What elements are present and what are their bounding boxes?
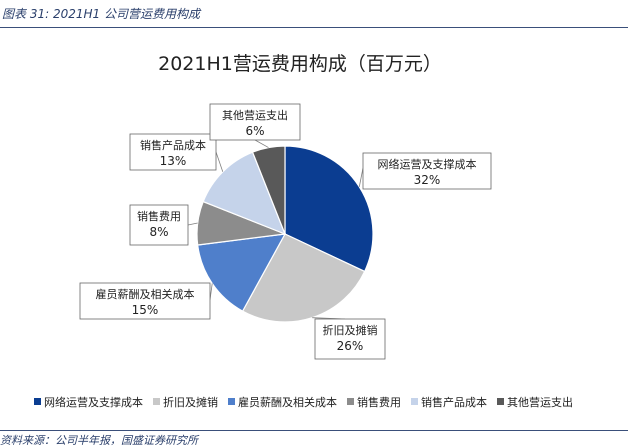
data-label-value-1: 32% — [414, 173, 441, 187]
data-label-value-3: 15% — [132, 303, 159, 317]
data-label-name-1: 网络运营及支撑成本 — [378, 157, 477, 171]
leader-line-5 — [215, 151, 224, 172]
data-label-name-4: 销售费用 — [137, 209, 181, 223]
legend-swatch-2 — [153, 398, 160, 405]
leader-line-6 — [254, 139, 269, 148]
data-label-box-2 — [314, 318, 386, 360]
chart-title: 2021H1营运费用构成（百万元） — [158, 53, 442, 75]
data-label-box-1 — [362, 152, 492, 190]
legend-label-6: 其他营运支出 — [507, 395, 573, 409]
pie-slice-1 — [284, 145, 374, 273]
data-label-value-6: 6% — [245, 124, 264, 138]
data-label-box-4 — [129, 204, 189, 246]
legend: 网络运营及支撑成本 折旧及摊销 雇员薪酬及相关成本 销售费用 销售产品成本 其他营运支出 — [34, 395, 573, 409]
legend-label-3: 雇员薪酬及相关成本 — [238, 395, 337, 409]
data-label-name-3: 雇员薪酬及相关成本 — [96, 287, 195, 301]
leader-lines — [187, 139, 364, 320]
legend-swatch-5 — [411, 398, 418, 405]
data-label-name-5: 销售产品成本 — [140, 138, 206, 152]
pie-slice-6 — [251, 145, 286, 235]
pie-slice-5 — [202, 151, 287, 236]
data-label-box-3 — [79, 282, 211, 320]
figure-header: 图表 31: 2021H1 公司营运费用构成 — [0, 0, 628, 28]
legend-swatch-3 — [228, 398, 235, 405]
pie-slices — [196, 145, 374, 323]
legend-swatch-4 — [347, 398, 354, 405]
legend-label-2: 折旧及摊销 — [163, 395, 218, 409]
data-label-value-2: 26% — [337, 339, 364, 353]
leader-line-1 — [358, 167, 364, 187]
legend-swatch-1 — [34, 398, 41, 405]
legend-label-1: 网络运营及支撑成本 — [44, 395, 143, 409]
figure-caption: 图表 31: 2021H1 公司营运费用构成 — [2, 7, 200, 21]
pie-slice-3 — [197, 233, 287, 312]
legend-label-4: 销售费用 — [357, 395, 401, 409]
data-label-value-5: 13% — [160, 154, 187, 168]
footer-source: 资料来源：公司半年报，国盛证券研究所 — [0, 434, 198, 447]
footer-divider — [0, 430, 628, 431]
data-labels: 网络运营及支撑成本 32% 折旧及摊销 26% 雇员薪酬及相关成本 15% 销售费用 8% 销售… — [79, 103, 492, 360]
pie-chart: 2021H1营运费用构成（百万元） 网络运营及支撑成本 32% 折旧及摊销 26% 雇员… — [34, 53, 573, 409]
data-label-value-4: 8% — [149, 225, 168, 239]
leader-line-4 — [187, 222, 198, 226]
legend-label-5: 销售产品成本 — [421, 395, 487, 409]
legend-swatch-6 — [497, 398, 504, 405]
data-label-name-2: 折旧及摊销 — [323, 323, 378, 337]
data-label-box-6 — [209, 103, 301, 141]
data-label-box-5 — [129, 133, 217, 171]
data-label-name-6: 其他营运支出 — [222, 108, 288, 122]
